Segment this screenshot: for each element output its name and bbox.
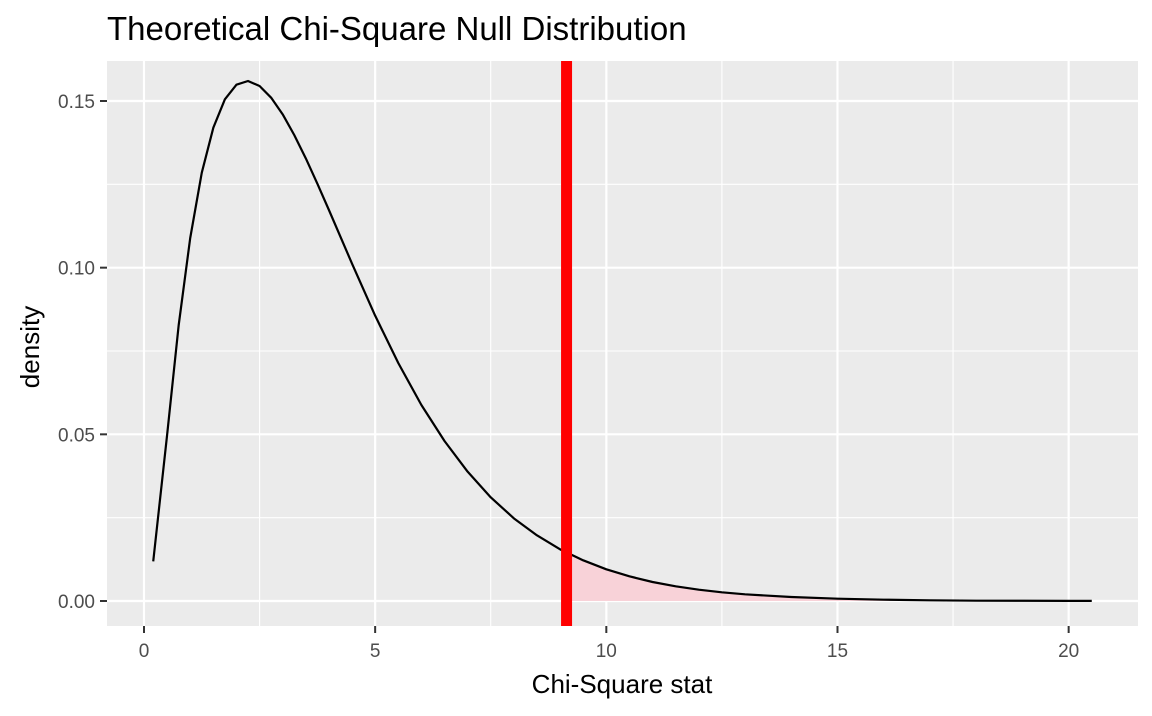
grid-minor [107,61,1138,626]
x-axis: 0 5 10 15 20 [139,626,1079,662]
y-tick-label: 0.10 [58,259,95,280]
x-axis-title: Chi-Square stat [532,669,713,699]
y-axis-title: density [15,306,45,388]
x-tick-label: 15 [827,641,848,662]
chart-title: Theoretical Chi-Square Null Distribution [107,10,687,47]
x-tick-label: 0 [139,641,150,662]
x-tick-label: 10 [596,641,617,662]
y-tick-label: 0.00 [58,592,95,613]
x-tick-label: 5 [370,641,381,662]
p-value-shaded-area [566,552,1092,601]
x-tick-label: 20 [1058,641,1079,662]
y-tick-label: 0.05 [58,425,95,446]
plot-panel [107,61,1138,626]
y-tick-label: 0.15 [58,92,95,113]
density-curve [152,79,1092,602]
y-axis: 0.00 0.05 0.10 0.15 [58,92,107,613]
panel-background [107,61,1138,626]
